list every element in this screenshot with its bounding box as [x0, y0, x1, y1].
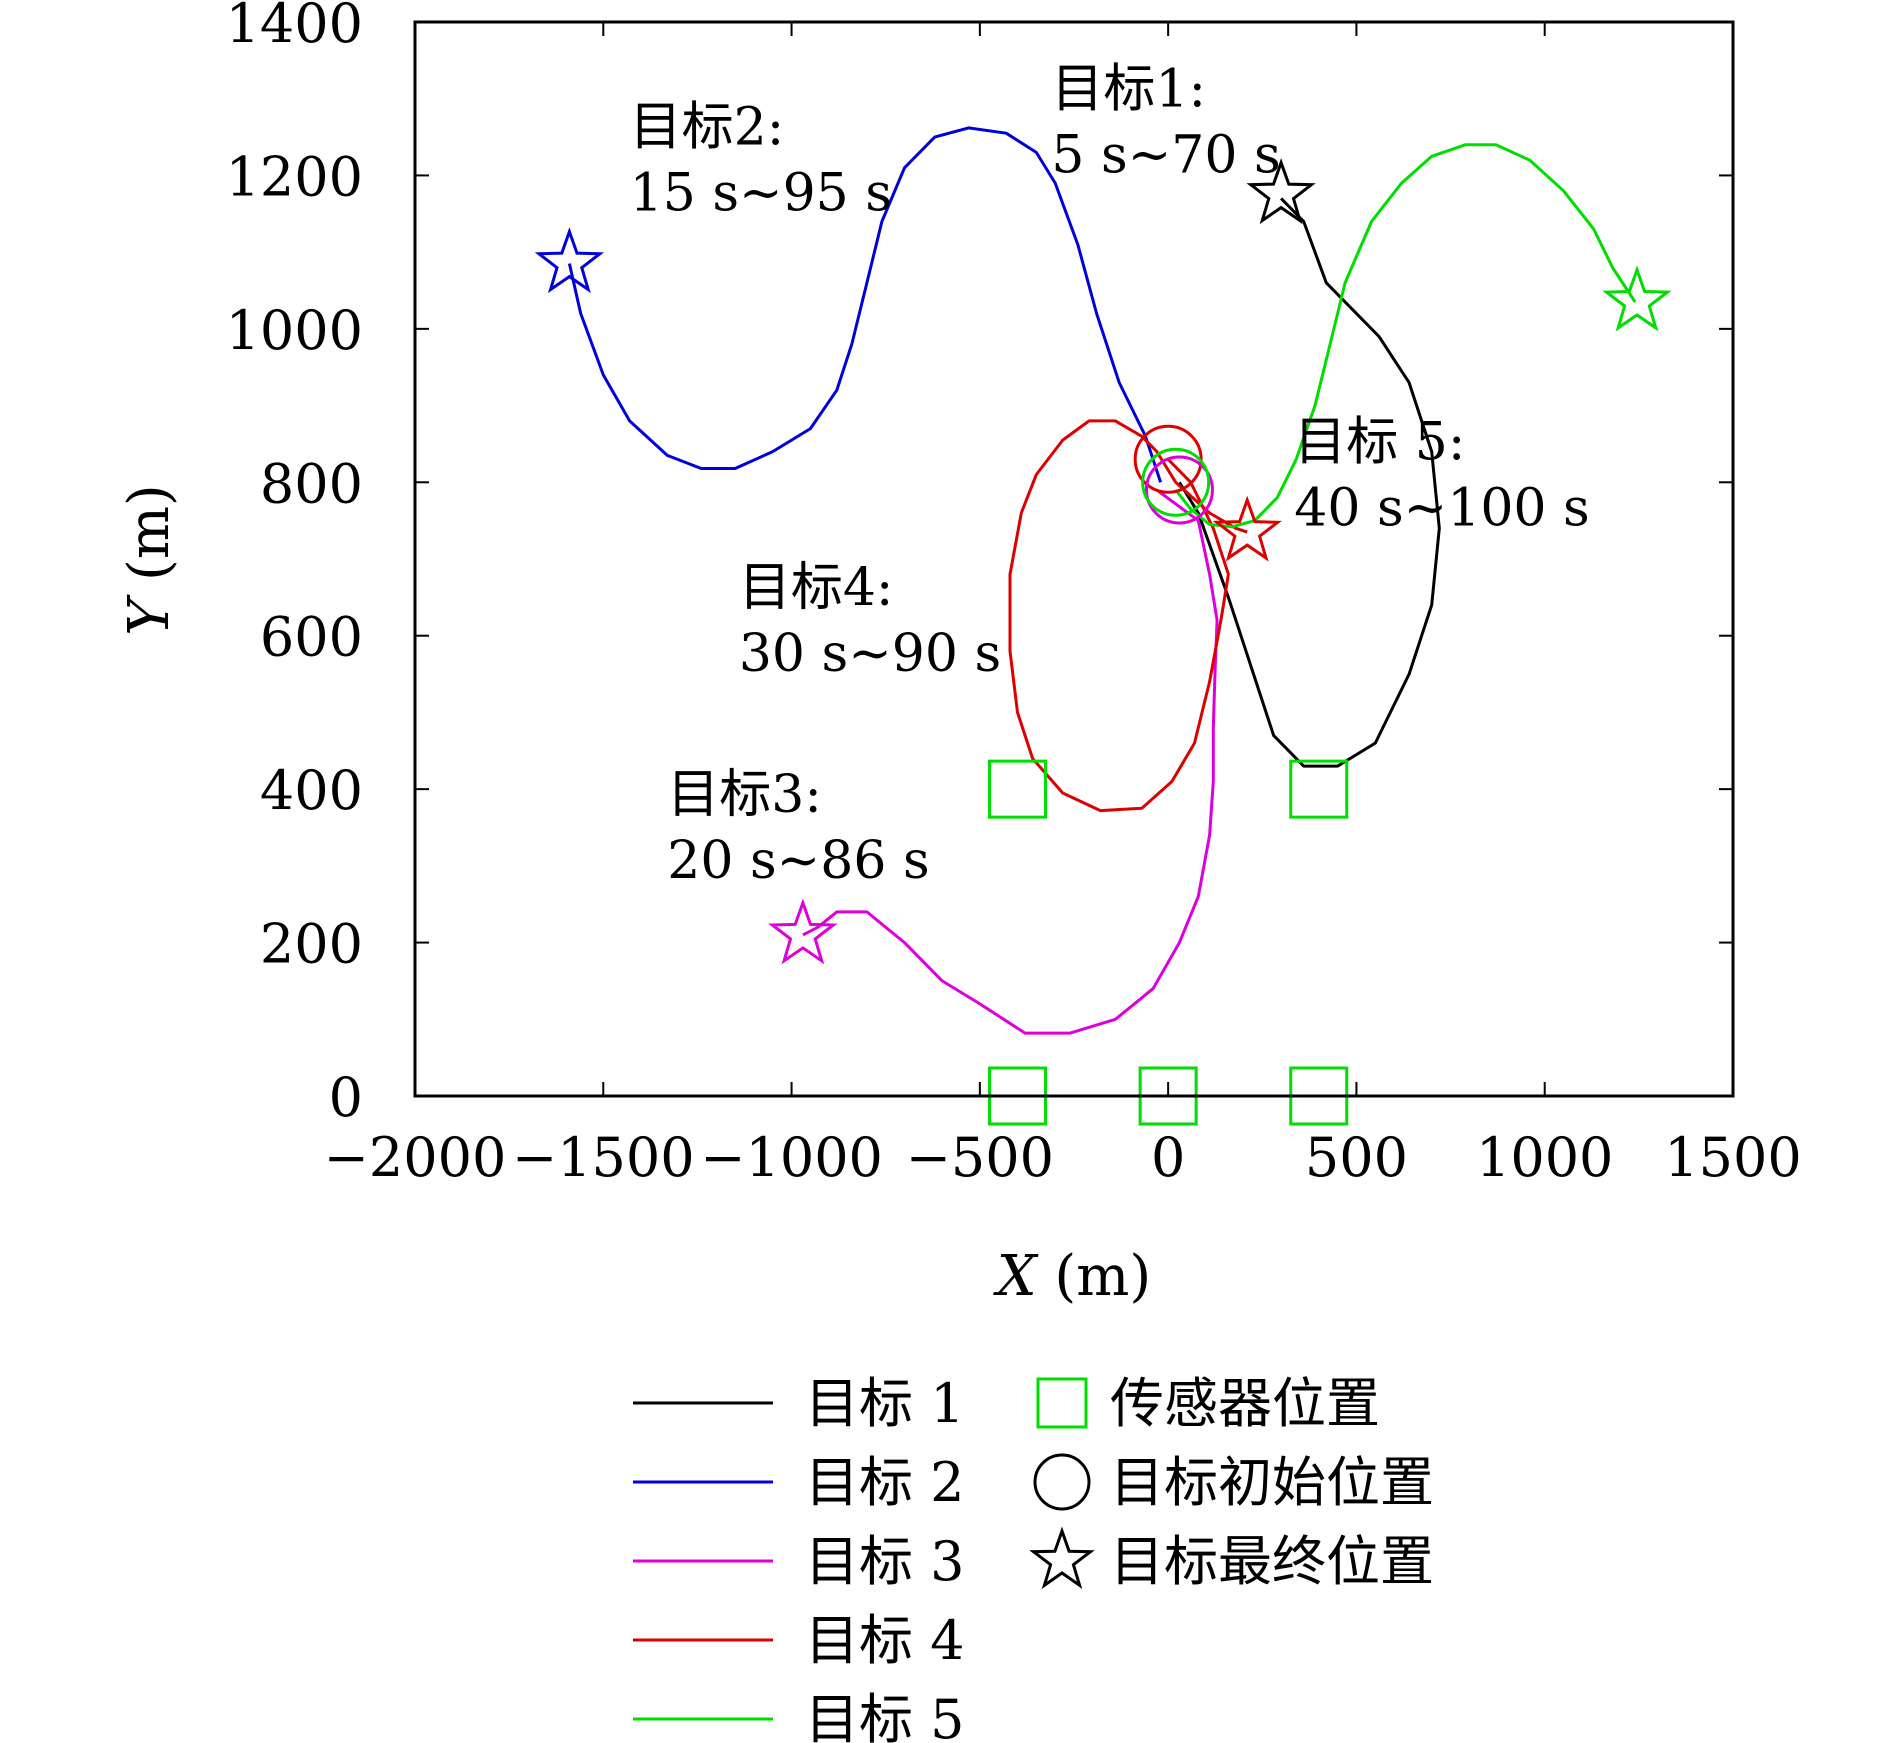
x-tick-label: 0 — [1151, 1126, 1185, 1189]
axis-ticks: −2000 −1500 −1000 −500 0 500 1000 1500 0 200 400 60… — [226, 0, 1802, 1189]
x-tick-label: −500 — [906, 1126, 1054, 1189]
target-annotation: 目标 5: 40 s~100 s — [1294, 412, 1589, 538]
x-tick-label: −2000 — [324, 1126, 507, 1189]
x-tick-label: 1500 — [1664, 1126, 1801, 1189]
plot-area — [534, 126, 1672, 1126]
final-position-marker — [1602, 265, 1672, 332]
series-line-4 — [1008, 419, 1248, 813]
legend-initial-marker — [1033, 1453, 1091, 1511]
x-tick-label: 500 — [1305, 1126, 1408, 1189]
initial-position-marker — [1141, 447, 1211, 517]
legend-final-marker — [1029, 1526, 1095, 1590]
x-tick-label: 1000 — [1476, 1126, 1613, 1189]
y-tick-label: 800 — [260, 452, 363, 515]
final-position-marker — [768, 898, 838, 965]
y-axis-label: Y (m) — [117, 484, 182, 636]
target-annotation: 目标4: 30 s~90 s — [739, 558, 1001, 684]
initial-position-marker — [1144, 455, 1214, 525]
y-tick-label: 1200 — [226, 145, 363, 208]
series-line-2 — [567, 126, 1163, 483]
x-tick-label: −1500 — [512, 1126, 695, 1189]
y-tick-label: 600 — [260, 606, 363, 669]
legend-marker-label: 目标初始位置 — [1110, 1451, 1434, 1514]
legend-sensor-marker — [1036, 1377, 1088, 1429]
legend-line-label: 目标 2 — [805, 1451, 965, 1514]
series-line-5 — [1174, 143, 1637, 529]
legend-line-label: 目标 3 — [805, 1530, 965, 1593]
annotations: 目标1: 5 s~70 s 目标2: 15 s~95 s 目标3: 20 s~86 s 目标… — [630, 59, 1590, 891]
y-tick-label: 1400 — [226, 0, 363, 55]
series-line-3 — [802, 488, 1219, 1035]
y-tick-label: 0 — [329, 1066, 363, 1129]
legend-line-label: 目标 4 — [805, 1609, 965, 1672]
target-annotation: 目标1: 5 s~70 s — [1051, 59, 1280, 185]
y-tick-label: 1000 — [226, 299, 363, 362]
target-annotation: 目标3: 20 s~86 s — [667, 765, 929, 891]
series-line-1 — [1178, 197, 1441, 768]
sensor-marker — [1289, 759, 1349, 819]
x-axis-label: X (m) — [993, 1244, 1151, 1309]
legend-line-label: 目标 5 — [805, 1688, 965, 1743]
final-position-marker — [1212, 495, 1282, 562]
y-tick-label: 200 — [260, 913, 363, 976]
x-tick-label: −1000 — [700, 1126, 883, 1189]
y-tick-label: 400 — [260, 759, 363, 822]
legend-line-label: 目标 1 — [805, 1372, 965, 1435]
legend-marker-label: 传感器位置 — [1110, 1372, 1380, 1435]
final-position-marker — [1246, 158, 1316, 225]
sensor-marker — [988, 759, 1048, 819]
legend-marker-label: 目标最终位置 — [1110, 1530, 1434, 1593]
target-annotation: 目标2: 15 s~95 s — [630, 98, 892, 224]
final-position-marker — [534, 227, 605, 294]
plot-frame — [413, 20, 1735, 1098]
